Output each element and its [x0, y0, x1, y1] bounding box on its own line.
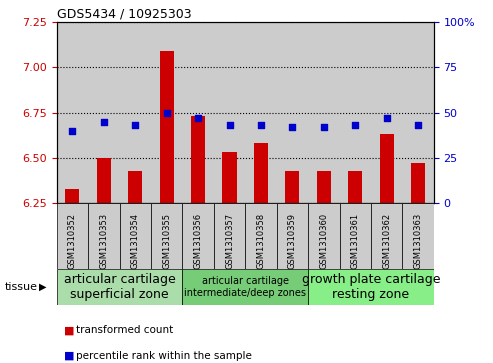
Text: ■: ■: [64, 351, 74, 361]
Text: GSM1310362: GSM1310362: [382, 213, 391, 269]
Point: [194, 115, 202, 121]
Bar: [411, 163, 425, 203]
Bar: [277, 22, 308, 203]
Text: ■: ■: [64, 325, 74, 335]
Bar: [308, 203, 340, 269]
Point: [163, 110, 171, 115]
Point: [383, 115, 390, 121]
Bar: [88, 22, 119, 203]
Text: GSM1310354: GSM1310354: [131, 213, 140, 269]
Bar: [285, 171, 299, 203]
Bar: [182, 22, 214, 203]
Point: [352, 122, 359, 128]
Bar: [340, 203, 371, 269]
Bar: [151, 22, 182, 203]
Point: [131, 122, 139, 128]
Point: [226, 122, 234, 128]
Bar: [182, 269, 308, 305]
Bar: [97, 158, 111, 203]
Bar: [402, 22, 434, 203]
Text: GSM1310363: GSM1310363: [414, 213, 423, 269]
Text: GSM1310360: GSM1310360: [319, 213, 328, 269]
Point: [320, 124, 328, 130]
Bar: [57, 269, 182, 305]
Bar: [191, 116, 205, 203]
Bar: [317, 171, 331, 203]
Bar: [348, 171, 362, 203]
Text: percentile rank within the sample: percentile rank within the sample: [76, 351, 252, 361]
Point: [100, 119, 108, 125]
Text: articular cartilage
intermediate/deep zones: articular cartilage intermediate/deep zo…: [184, 276, 306, 298]
Bar: [245, 22, 277, 203]
Text: ▶: ▶: [39, 282, 47, 292]
Point: [414, 122, 422, 128]
Bar: [371, 22, 402, 203]
Bar: [277, 203, 308, 269]
Text: GSM1310357: GSM1310357: [225, 213, 234, 269]
Text: growth plate cartilage
resting zone: growth plate cartilage resting zone: [302, 273, 440, 301]
Bar: [119, 22, 151, 203]
Text: GSM1310359: GSM1310359: [288, 213, 297, 269]
Text: tissue: tissue: [5, 282, 38, 292]
Point: [69, 128, 76, 134]
Point: [288, 124, 296, 130]
Text: GSM1310353: GSM1310353: [99, 213, 108, 269]
Text: GSM1310356: GSM1310356: [194, 213, 203, 269]
Bar: [214, 22, 246, 203]
Bar: [308, 269, 434, 305]
Text: GDS5434 / 10925303: GDS5434 / 10925303: [57, 8, 191, 21]
Bar: [57, 203, 88, 269]
Text: GSM1310355: GSM1310355: [162, 213, 171, 269]
Bar: [214, 203, 246, 269]
Bar: [119, 203, 151, 269]
Text: GSM1310361: GSM1310361: [351, 213, 360, 269]
Bar: [88, 203, 119, 269]
Bar: [254, 143, 268, 203]
Bar: [380, 134, 394, 203]
Bar: [245, 203, 277, 269]
Text: articular cartilage
superficial zone: articular cartilage superficial zone: [64, 273, 176, 301]
Text: GSM1310358: GSM1310358: [256, 213, 266, 269]
Bar: [160, 51, 174, 203]
Bar: [308, 22, 340, 203]
Bar: [222, 152, 237, 203]
Bar: [371, 203, 402, 269]
Bar: [128, 171, 142, 203]
Text: transformed count: transformed count: [76, 325, 174, 335]
Point: [257, 122, 265, 128]
Bar: [182, 203, 214, 269]
Bar: [151, 203, 182, 269]
Text: GSM1310352: GSM1310352: [68, 213, 77, 269]
Bar: [66, 189, 79, 203]
Bar: [340, 22, 371, 203]
Bar: [57, 22, 88, 203]
Bar: [402, 203, 434, 269]
